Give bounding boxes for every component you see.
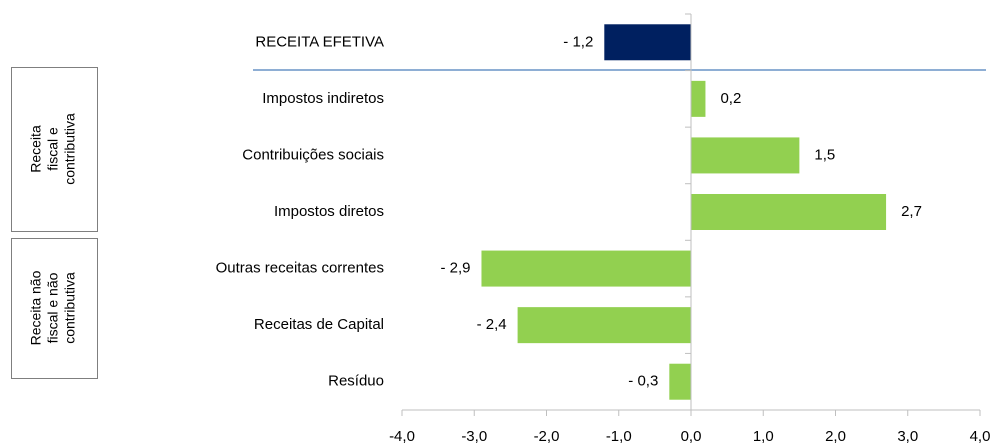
x-tick-label: 1,0 <box>753 428 774 444</box>
group-label-line: Receita <box>28 125 44 173</box>
category-label: Resíduo <box>328 373 384 390</box>
group-box <box>11 67 98 232</box>
group-label-line: fiscal e <box>45 127 61 171</box>
value-label: 0,2 <box>720 90 741 107</box>
group-label-line: contributiva <box>62 113 78 185</box>
x-tick-label: -1,0 <box>606 428 632 444</box>
bar <box>691 80 706 117</box>
group-label-line: contributiva <box>62 272 78 344</box>
x-tick-label: 2,0 <box>825 428 846 444</box>
group-label-line: fiscal e não <box>45 272 61 343</box>
bar <box>481 250 691 287</box>
category-label: Contribuições sociais <box>242 146 384 163</box>
category-label: Outras receitas correntes <box>216 260 384 277</box>
bar <box>517 307 691 344</box>
value-label: 2,7 <box>901 203 922 220</box>
value-label: - 1,2 <box>563 33 593 50</box>
value-label: 1,5 <box>814 146 835 163</box>
bar <box>691 194 887 230</box>
category-label: Impostos diretos <box>274 203 384 220</box>
bar <box>691 137 800 174</box>
value-label: - 2,4 <box>477 316 507 333</box>
x-tick-label: -2,0 <box>534 428 560 444</box>
group-label-line: Receita não <box>28 270 44 345</box>
bar <box>669 363 691 400</box>
x-tick-label: 3,0 <box>897 428 918 444</box>
x-tick-label: -3,0 <box>461 428 487 444</box>
group-label: Receita não fiscal e não contributiva <box>28 270 78 345</box>
category-label: Impostos indiretos <box>262 90 384 107</box>
x-tick-label: 0,0 <box>681 428 702 444</box>
value-label: - 0,3 <box>628 373 658 390</box>
group-box <box>11 238 98 379</box>
x-tick-label: -4,0 <box>389 428 415 444</box>
bar <box>604 24 691 61</box>
category-label: RECEITA EFETIVA <box>255 33 384 50</box>
category-label: Receitas de Capital <box>254 316 384 333</box>
x-tick-label: 4,0 <box>970 428 991 444</box>
group-label: Receita fiscal e contributiva <box>28 113 78 185</box>
value-label: - 2,9 <box>440 260 470 277</box>
